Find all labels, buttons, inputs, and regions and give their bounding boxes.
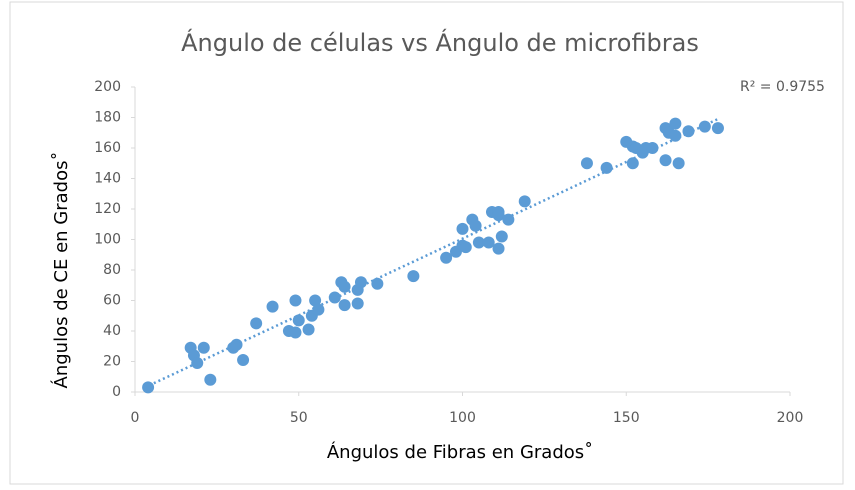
data-point	[237, 353, 250, 366]
data-point	[309, 294, 322, 307]
data-point	[472, 236, 485, 249]
data-point	[354, 276, 367, 289]
y-tick-label: 140	[94, 171, 121, 187]
data-point	[659, 154, 672, 167]
y-tick-label: 80	[103, 262, 121, 278]
data-point	[407, 270, 420, 283]
y-tick-label: 120	[94, 201, 121, 217]
data-point	[580, 157, 593, 170]
y-tick-label: 100	[94, 232, 121, 248]
data-point	[250, 317, 263, 330]
x-tick-label: 150	[613, 410, 640, 426]
data-point	[351, 297, 364, 310]
data-point	[482, 236, 495, 249]
data-point	[682, 125, 695, 138]
x-tick-label: 200	[777, 410, 804, 426]
chart-title: Ángulo de células vs Ángulo de microfibr…	[181, 28, 699, 57]
data-point	[191, 357, 204, 370]
data-point	[230, 338, 243, 351]
data-point	[469, 219, 482, 232]
data-point	[711, 122, 724, 135]
data-point	[672, 157, 685, 170]
data-point	[492, 209, 505, 222]
r-squared: R² = 0.9755	[740, 79, 825, 95]
data-point	[600, 161, 613, 174]
chart-border	[9, 1, 844, 485]
data-point	[669, 129, 682, 142]
data-point	[312, 303, 325, 316]
data-point	[204, 373, 217, 386]
y-tick-label: 180	[94, 110, 121, 126]
data-point	[669, 117, 682, 130]
data-point	[338, 280, 351, 293]
x-tick-label: 100	[449, 410, 476, 426]
data-point	[338, 299, 351, 312]
data-point	[292, 314, 305, 327]
data-point	[698, 120, 711, 133]
x-tick-label: 0	[131, 410, 140, 426]
y-tick-label: 20	[103, 354, 121, 370]
data-point	[495, 230, 508, 243]
y-tick-label: 60	[103, 293, 121, 309]
data-point	[371, 277, 384, 290]
data-point	[302, 323, 315, 336]
y-tick-label: 40	[103, 323, 121, 339]
data-point	[440, 251, 453, 264]
data-point	[492, 242, 505, 255]
x-axis-label: Ángulos de Fibras en Grados˚	[327, 441, 593, 463]
y-tick-label: 0	[112, 384, 121, 400]
data-point	[289, 326, 302, 339]
data-point	[456, 222, 469, 235]
data-point	[518, 195, 531, 208]
y-tick-label: 200	[94, 79, 121, 95]
data-point	[626, 157, 639, 170]
x-tick-label: 50	[290, 410, 308, 426]
data-point	[142, 381, 155, 394]
y-axis-label: Ángulos de CE en Grados˚	[50, 152, 72, 389]
y-tick-label: 160	[94, 140, 121, 156]
data-point	[266, 300, 279, 313]
data-point	[197, 341, 210, 354]
data-point	[459, 241, 472, 254]
data-point	[502, 213, 515, 226]
data-point	[289, 294, 302, 307]
data-point	[328, 291, 341, 304]
data-point	[646, 142, 659, 154]
